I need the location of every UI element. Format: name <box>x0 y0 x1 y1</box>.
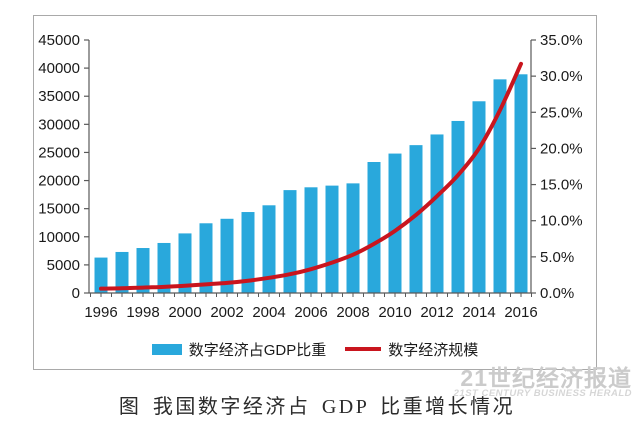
legend-bar-label: 数字经济占GDP比重 <box>188 341 327 359</box>
left-axis-tick-label: 5000 <box>47 257 80 274</box>
bar-2010 <box>388 153 402 293</box>
figure-caption: 图 我国数字经济占 GDP 比重增长情况 <box>118 396 516 418</box>
x-axis-tick-label: 2006 <box>294 304 327 321</box>
bar-2004 <box>262 205 276 293</box>
right-axis-tick-label: 35.0% <box>540 32 583 49</box>
right-axis-tick-label: 10.0% <box>540 213 583 230</box>
bar-2012 <box>430 134 444 293</box>
right-axis-tick-label: 0.0% <box>540 285 574 302</box>
bar-2008 <box>346 183 360 293</box>
x-axis-tick-label: 2008 <box>336 304 369 321</box>
bar-2002 <box>220 218 234 293</box>
x-axis-tick-label: 2016 <box>504 304 537 321</box>
bar-2003 <box>241 212 255 293</box>
combo-chart-plot: 4500040000350003000025000200001500010000… <box>38 32 583 321</box>
bar-2016 <box>514 74 528 293</box>
right-axis-tick-label: 5.0% <box>540 249 574 266</box>
bar-2001 <box>199 223 213 293</box>
bar-2006 <box>304 187 318 293</box>
left-axis-tick-label: 0 <box>72 285 80 302</box>
legend-line-swatch <box>345 347 382 351</box>
legend-line-label: 数字经济规模 <box>388 341 479 359</box>
chart-legend: 数字经济占GDP比重 数字经济规模 <box>34 338 596 360</box>
bar-2013 <box>451 120 465 294</box>
x-axis-tick-label: 2010 <box>378 304 411 321</box>
right-axis-tick-label: 30.0% <box>540 68 583 85</box>
left-axis-tick-label: 15000 <box>38 201 80 218</box>
bar-2009 <box>367 162 381 293</box>
bar-2007 <box>325 185 339 293</box>
chart-frame: 45000 40000 35000 30000 25000 20000 15000 10000… <box>33 15 597 370</box>
left-axis-tick-label: 40000 <box>38 60 80 77</box>
bar-1996 <box>94 257 108 293</box>
right-axis-tick-label: 25.0% <box>540 104 583 121</box>
left-axis-tick-label: 25000 <box>38 144 80 161</box>
trend-line <box>99 61 523 291</box>
x-axis-tick-label: 2002 <box>210 304 243 321</box>
x-axis-tick-label: 1998 <box>126 304 159 321</box>
bar-1998 <box>136 248 150 293</box>
right-axis-tick-label: 15.0% <box>540 177 583 194</box>
bar-1997 <box>115 251 129 293</box>
bar-2000 <box>178 233 192 293</box>
left-axis-tick-label: 20000 <box>38 173 80 190</box>
x-axis-tick-label: 2004 <box>252 304 285 321</box>
left-axis-tick-label: 10000 <box>38 229 80 246</box>
bar-2015 <box>493 79 507 293</box>
legend-bar-swatch <box>151 343 182 355</box>
x-axis-tick-label: 2014 <box>462 304 495 321</box>
bar-1999 <box>157 242 171 293</box>
x-axis-tick-label: 2000 <box>168 304 201 321</box>
bar-2005 <box>283 190 297 293</box>
watermark-chinese: 21世纪经济报道 <box>460 365 632 391</box>
left-axis-tick-label: 30000 <box>38 116 80 133</box>
left-axis-tick-label: 35000 <box>38 88 80 105</box>
x-axis-tick-label: 1996 <box>84 304 117 321</box>
x-axis-tick-label: 2012 <box>420 304 453 321</box>
bar-2011 <box>409 145 423 293</box>
right-axis-tick-label: 20.0% <box>540 140 583 157</box>
left-axis-tick-label: 45000 <box>38 32 80 49</box>
bar-2014 <box>472 101 486 293</box>
